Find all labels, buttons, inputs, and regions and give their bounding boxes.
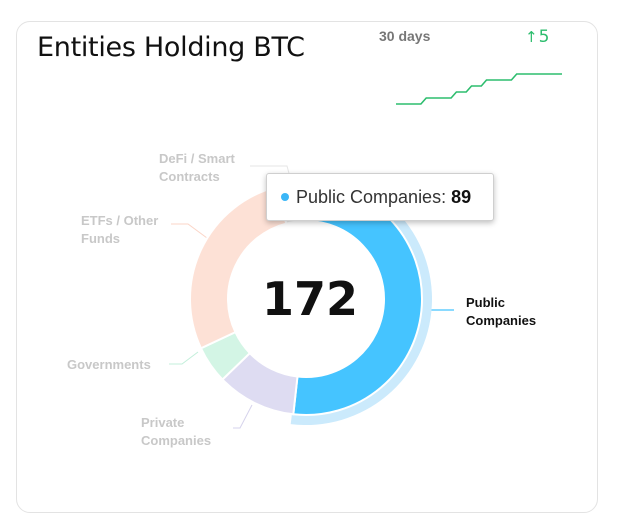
- label-etfs-line2: Funds: [81, 231, 120, 246]
- label-public-companies[interactable]: Public Companies: [466, 294, 536, 330]
- trend-period-label: 30 days: [379, 28, 431, 44]
- label-defi-line2: Contracts: [159, 169, 220, 184]
- tooltip-value: 89: [451, 186, 472, 207]
- leader-line-governments: [169, 351, 199, 365]
- trend-change: ↑5: [525, 27, 549, 47]
- label-private-line2: Companies: [141, 433, 212, 448]
- chart-tooltip: Public Companies: 89: [266, 173, 494, 221]
- label-etfs-other-funds[interactable]: ETFs / Other Funds: [81, 212, 158, 248]
- label-private-line1: Private: [141, 415, 185, 430]
- label-public-line2: Companies: [466, 313, 537, 328]
- card-title: Entities Holding BTC: [37, 32, 305, 63]
- sparkline-line: [396, 73, 562, 105]
- leader-line-etfs: [171, 223, 208, 239]
- slice-public-companies[interactable]: [292, 181, 423, 416]
- label-public-line1: Public: [466, 295, 506, 310]
- label-governments-line1: Governments: [67, 357, 151, 372]
- label-governments[interactable]: Governments: [67, 356, 151, 374]
- label-etfs-line1: ETFs / Other: [81, 213, 159, 228]
- tooltip-series-dot: [281, 193, 289, 201]
- label-private-companies[interactable]: Private Companies: [141, 414, 211, 450]
- up-arrow-icon: ↑: [525, 28, 538, 46]
- leader-line-private: [233, 404, 253, 429]
- label-defi-line1: DeFi / Smart: [159, 151, 235, 166]
- entities-card: [16, 21, 598, 513]
- trend-change-value: 5: [538, 27, 550, 47]
- tooltip-label: Public Companies:: [296, 186, 447, 207]
- label-defi-smart-contracts[interactable]: DeFi / Smart Contracts: [159, 150, 235, 186]
- donut-total: 172: [261, 272, 359, 326]
